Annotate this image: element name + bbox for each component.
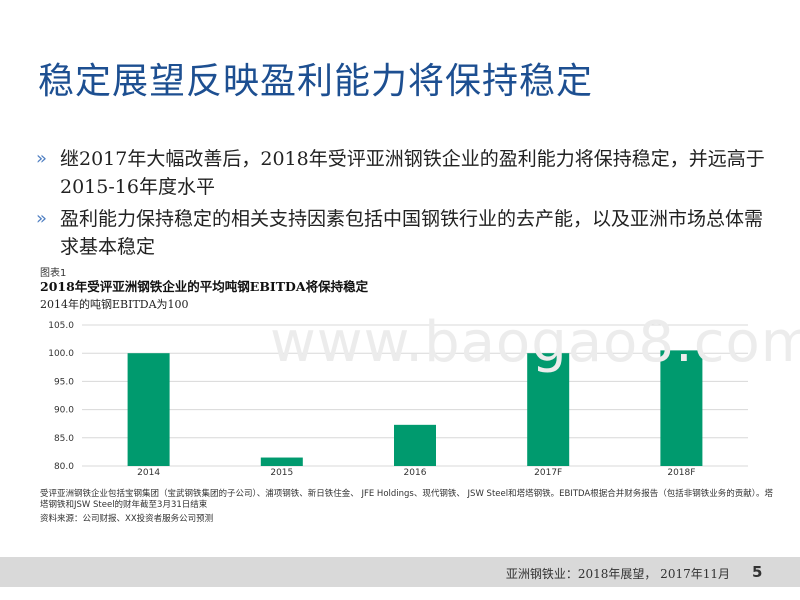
bullet-list: » 继2017年大幅改善后，2018年受评亚洲钢铁企业的盈利能力将保持稳定，并远… xyxy=(36,145,776,265)
x-tick-label: 2017F xyxy=(534,468,562,478)
page-number: 5 xyxy=(752,563,763,581)
chart-note: 受评亚洲钢铁企业包括宝钢集团（宝武钢铁集团的子公司）、浦项钢铁、新日铁住金、 J… xyxy=(40,489,773,510)
bar-2017F xyxy=(527,353,570,466)
chart-title: 2018年受评亚洲钢铁企业的平均吨钢EBITDA将保持稳定 xyxy=(40,279,369,294)
bar-2018F xyxy=(660,350,703,466)
y-tick-label: 85.0 xyxy=(54,434,74,444)
bullet-text: 继2017年大幅改善后，2018年受评亚洲钢铁企业的盈利能力将保持稳定，并远高于… xyxy=(60,148,765,198)
y-tick-label: 90.0 xyxy=(54,406,74,416)
x-tick-label: 2018F xyxy=(667,468,695,478)
y-tick-label: 80.0 xyxy=(54,462,74,472)
bullet-item: » 盈利能力保持稳定的相关支持因素包括中国钢铁行业的去产能，以及亚洲市场总体需求… xyxy=(36,205,776,261)
slide-title: 稳定展望反映盈利能力将保持稳定 xyxy=(38,61,594,102)
bar-2014 xyxy=(127,353,170,466)
x-tick-label: 2014 xyxy=(137,468,160,478)
bar-2016 xyxy=(394,424,436,466)
bullet-text: 盈利能力保持稳定的相关支持因素包括中国钢铁行业的去产能，以及亚洲市场总体需求基本… xyxy=(60,208,764,258)
y-tick-label: 100.0 xyxy=(48,349,74,359)
y-tick-label: 95.0 xyxy=(54,377,74,387)
x-tick-label: 2016 xyxy=(404,468,427,478)
chart-subtitle: 2014年的吨钢EBITDA为100 xyxy=(40,298,189,311)
bar-2015 xyxy=(260,457,303,466)
source-note: 资料来源：公司财报、XX投资者服务公司预测 xyxy=(40,514,214,524)
footer-bar xyxy=(0,557,800,587)
bullet-item: » 继2017年大幅改善后，2018年受评亚洲钢铁企业的盈利能力将保持稳定，并远… xyxy=(36,145,776,201)
figure-label: 图表1 xyxy=(40,268,67,279)
bullet-marker: » xyxy=(36,148,48,169)
y-tick-label: 105.0 xyxy=(48,321,74,331)
footer-text: 亚洲钢铁业：2018年展望， 2017年11月 xyxy=(505,567,730,581)
x-tick-label: 2015 xyxy=(270,468,293,478)
bullet-marker: » xyxy=(36,208,48,229)
